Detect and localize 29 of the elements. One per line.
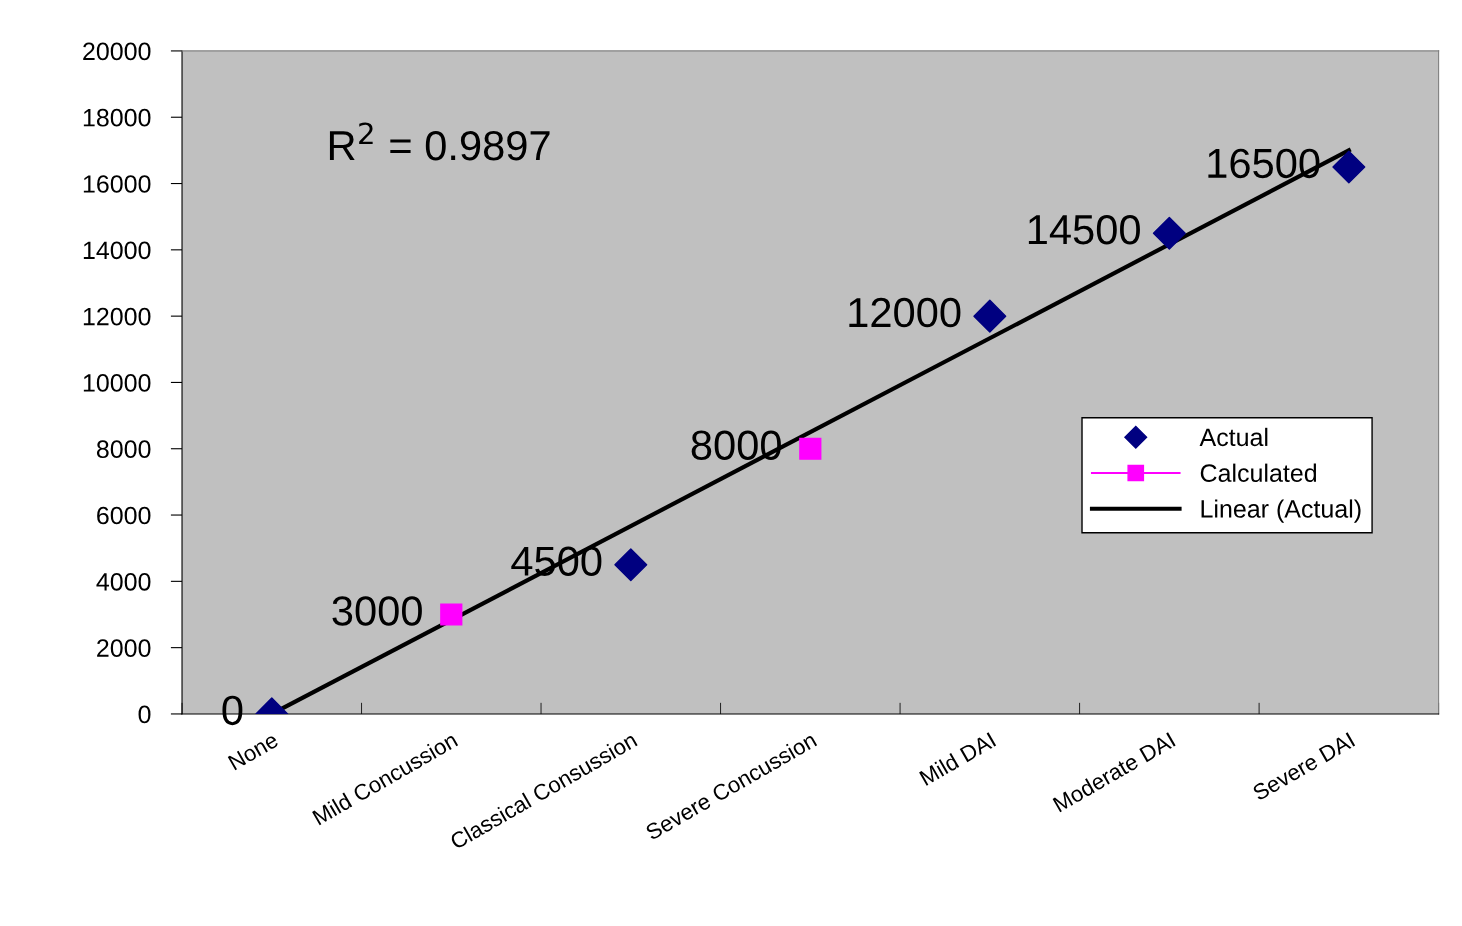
legend-label: Linear (Actual) (1201, 499, 1361, 523)
y-tick-label: 18000 (83, 108, 151, 127)
point (614, 548, 648, 582)
y-tick-label: 0 (138, 705, 151, 724)
x-tick-label: None (227, 731, 280, 771)
y-tick-label: 6000 (97, 506, 151, 525)
legend-label: Calculated (1200, 463, 1317, 482)
point (799, 437, 822, 460)
point (1332, 150, 1366, 184)
y-tick-label: 2000 (97, 639, 151, 657)
annotation: R$^{2}$ = 0.9897 (329, 122, 550, 161)
point (1152, 216, 1186, 250)
y-tick-label: 16000 (83, 175, 151, 193)
point (973, 299, 1007, 333)
y-tick-label: 4000 (96, 572, 151, 591)
y-tick-label: 12000 (83, 307, 151, 326)
data-label: 12000 (849, 297, 961, 328)
data-label: 16500 (1208, 148, 1320, 179)
data-label: 14500 (1028, 214, 1140, 245)
y-tick-label: 14000 (83, 241, 151, 260)
y-tick-label: 20000 (83, 42, 151, 61)
point (440, 603, 463, 626)
data-label: 0 (222, 695, 243, 726)
y-tick-label: 8000 (96, 440, 151, 459)
y-tick-label: 10000 (83, 374, 151, 392)
legend-label: Actual (1199, 427, 1268, 447)
x-tick-label: Mild DAI (918, 731, 997, 786)
data-label: 8000 (691, 430, 781, 460)
data-label: 3000 (332, 596, 422, 626)
